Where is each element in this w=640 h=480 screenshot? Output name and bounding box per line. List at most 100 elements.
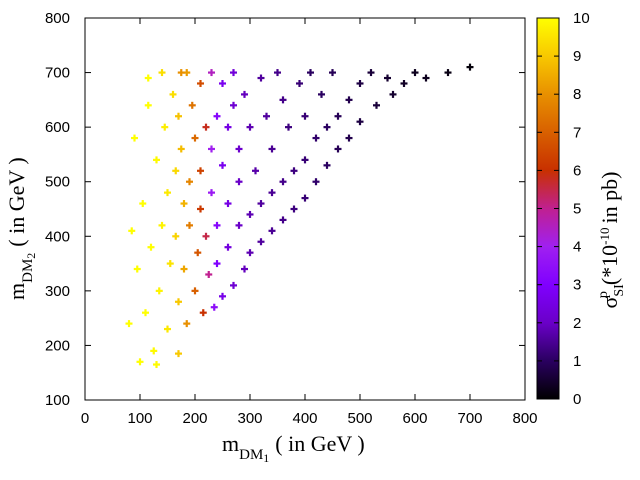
scatter-point: [125, 320, 133, 328]
scatter-point: [213, 221, 221, 229]
scatter-point: [257, 238, 265, 246]
scatter-point: [301, 112, 309, 120]
scatter-point: [183, 320, 191, 328]
scatter-point: [166, 260, 174, 268]
x-tick-label: 200: [182, 410, 207, 427]
y-tick-label: 700: [45, 65, 70, 82]
scatter-point: [139, 200, 147, 208]
plot-frame: [84, 17, 526, 401]
scatter-point: [329, 69, 336, 77]
scatter-point: [172, 232, 180, 240]
scatter-point: [356, 79, 364, 87]
scatter-point: [131, 134, 138, 142]
scatter-point: [158, 221, 166, 229]
colorbar-tick-label: 3: [573, 277, 581, 294]
scatter-point: [235, 221, 243, 229]
scatter-point: [219, 79, 226, 87]
colorbar-tick-label: 1: [573, 353, 581, 370]
scatter-point: [197, 205, 204, 213]
x-tick-label: 400: [292, 410, 317, 427]
x-tick-label: 600: [402, 410, 427, 427]
scatter-point: [411, 69, 419, 77]
scatter-point: [224, 200, 232, 208]
x-tick-label: 300: [237, 410, 262, 427]
scatter-point: [301, 194, 309, 202]
scatter-point: [389, 90, 397, 98]
scatter-point: [150, 347, 158, 355]
scatter-point: [219, 292, 226, 300]
colorbar-tick-label: 0: [573, 391, 581, 408]
colorbar-tick-label: 5: [573, 201, 581, 218]
scatter-point: [155, 287, 163, 295]
y-tick-label: 800: [45, 10, 70, 27]
scatter-point: [422, 74, 430, 82]
colorbar-tick-label: 7: [573, 124, 581, 141]
scatter-point: [252, 167, 259, 175]
scatter-point: [205, 270, 213, 278]
scatter-point: [307, 69, 314, 77]
y-tick-label: 100: [45, 392, 70, 409]
scatter-point: [230, 101, 237, 109]
scatter-point: [191, 134, 199, 142]
scatter-point: [186, 221, 193, 229]
x-tick-label: 100: [127, 410, 152, 427]
scatter-point: [208, 145, 215, 153]
scatter-point: [290, 205, 298, 213]
scatter-point: [235, 145, 243, 153]
scatter-point: [208, 69, 215, 77]
scatter-point: [323, 123, 331, 131]
scatter-point: [279, 178, 287, 186]
scatter-point: [219, 161, 226, 169]
x-axis-label: mDM1( in GeV ): [222, 431, 365, 465]
scatter-point: [191, 287, 199, 295]
scatter-point: [241, 90, 248, 98]
scatter-point: [356, 118, 364, 126]
y-tick-label: 500: [45, 174, 70, 191]
scatter-point: [257, 200, 265, 208]
scatter-point: [241, 265, 248, 273]
x-axis: 0 100 200 300 400 500 600 700 800: [81, 18, 538, 427]
scatter-point: [202, 232, 210, 240]
scatter-point: [323, 161, 331, 169]
scatter-point: [268, 145, 276, 153]
scatter-point: [367, 69, 375, 77]
y-tick-label: 200: [45, 337, 70, 354]
scatter-point: [312, 178, 320, 186]
scatter-points: [125, 63, 474, 369]
scatter-point: [186, 178, 193, 186]
x-tick-label: 800: [512, 410, 537, 427]
scatter-point: [210, 303, 218, 311]
y-tick-label: 600: [45, 119, 70, 136]
scatter-point: [296, 79, 303, 87]
colorbar-tick-label: 10: [573, 10, 590, 27]
colorbar-tick-label: 4: [573, 239, 581, 256]
scatter-point: [373, 101, 380, 109]
scatter-point: [384, 74, 391, 82]
y-tick-label: 300: [45, 283, 70, 300]
colorbar-label: σSIp(*10-10in pb): [596, 172, 627, 309]
colorbar-tick-label: 9: [573, 48, 581, 65]
scatter-point: [197, 79, 204, 87]
scatter-point: [279, 216, 287, 224]
scatter-point: [263, 112, 270, 120]
scatter-point: [202, 123, 210, 131]
scatter-point: [180, 200, 188, 208]
scatter-point: [246, 210, 254, 218]
scatter-point: [158, 69, 166, 77]
scatter-point: [213, 260, 221, 268]
scatter-point: [301, 156, 309, 164]
x-tick-label: 700: [457, 410, 482, 427]
scatter-point: [197, 167, 204, 175]
scatter-point: [153, 361, 160, 369]
scatter-point: [334, 145, 342, 153]
scatter-point: [177, 69, 185, 77]
scatter-point: [224, 123, 232, 131]
scatter-point: [213, 112, 221, 120]
scatter-point: [235, 178, 243, 186]
scatter-point: [142, 309, 149, 317]
scatter-point: [175, 350, 182, 358]
scatter-point: [169, 90, 177, 98]
scatter-point: [164, 325, 171, 333]
scatter-point: [199, 309, 207, 317]
